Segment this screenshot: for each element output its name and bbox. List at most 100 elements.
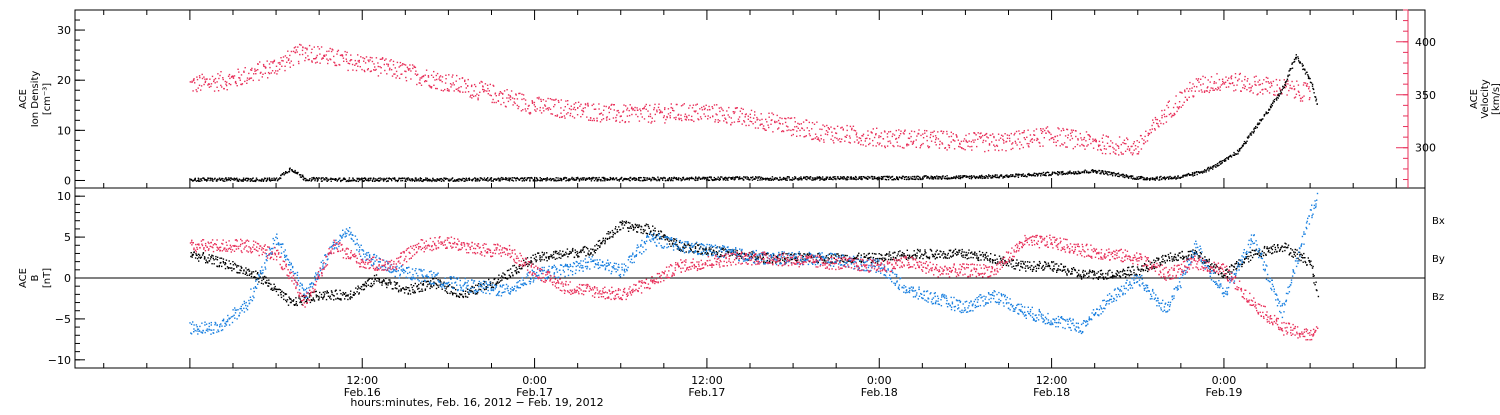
bx-point-78 xyxy=(235,264,236,265)
velocity-point-45 xyxy=(219,75,220,76)
velocity-point-1083 xyxy=(889,140,890,141)
density-point-1167 xyxy=(860,177,861,178)
velocity-point-582 xyxy=(566,113,567,114)
bx-point-572 xyxy=(519,268,520,269)
velocity-point-1101 xyxy=(902,147,903,148)
density-point-92 xyxy=(243,178,244,179)
velocity-point-217 xyxy=(330,59,331,60)
velocity-point-763 xyxy=(684,103,685,104)
density-point-505 xyxy=(479,180,480,181)
velocity-point-153 xyxy=(289,55,290,56)
density-point-1297 xyxy=(935,178,936,179)
density-point-968 xyxy=(746,178,747,179)
bx-point-280 xyxy=(350,296,351,297)
bx-point-54 xyxy=(221,258,222,259)
velocity-point-1188 xyxy=(958,146,959,147)
bx-point-1194 xyxy=(875,253,876,254)
velocity-point-1378 xyxy=(1081,144,1082,145)
velocity-point-400 xyxy=(448,74,449,75)
bx-point-340 xyxy=(386,284,387,285)
bx-point-402 xyxy=(421,289,422,290)
bx-point-224 xyxy=(318,296,319,297)
velocity-point-79 xyxy=(241,74,242,75)
density-point-270 xyxy=(345,179,346,180)
bx-point-680 xyxy=(580,251,581,252)
velocity-point-1047 xyxy=(867,130,868,131)
density-point-1703 xyxy=(1168,178,1169,179)
bx-point-598 xyxy=(534,258,535,259)
bx-point-1128 xyxy=(838,255,839,256)
velocity-point-270 xyxy=(364,58,365,59)
density-point-445 xyxy=(445,179,446,180)
velocity-point-990 xyxy=(830,126,831,127)
velocity-point-118 xyxy=(267,60,268,61)
bx-point-1277 xyxy=(924,253,925,254)
velocity-point-1727 xyxy=(1306,86,1307,87)
velocity-point-1440 xyxy=(1120,152,1121,153)
velocity-point-823 xyxy=(721,108,722,109)
velocity-point-463 xyxy=(490,84,491,85)
density-point-1072 xyxy=(806,176,807,177)
velocity-point-1021 xyxy=(850,137,851,138)
velocity-point-121 xyxy=(269,63,270,64)
velocity-point-1247 xyxy=(995,140,996,141)
velocity-point-735 xyxy=(664,122,665,123)
velocity-point-1660 xyxy=(1262,89,1263,90)
bx-point-1251 xyxy=(909,255,910,256)
velocity-point-1429 xyxy=(1113,148,1114,149)
bx-point-718 xyxy=(603,240,604,241)
density-point-700 xyxy=(592,178,593,179)
velocity-point-1633 xyxy=(1245,86,1246,87)
velocity-point-899 xyxy=(771,112,772,113)
velocity-point-1719 xyxy=(1300,98,1301,99)
bx-point-499 xyxy=(476,293,477,294)
density-point-1137 xyxy=(843,178,844,179)
velocity-point-939 xyxy=(796,126,797,127)
velocity-point-886 xyxy=(763,128,764,129)
velocity-point-1570 xyxy=(1205,77,1206,78)
velocity-point-800 xyxy=(707,109,708,110)
density-point-1121 xyxy=(834,178,835,179)
velocity-point-717 xyxy=(654,107,655,108)
density-point-332 xyxy=(380,179,381,180)
velocity-point-456 xyxy=(484,90,485,91)
velocity-point-380 xyxy=(436,79,437,80)
bx-point-212 xyxy=(312,299,313,300)
bx-point-72 xyxy=(231,270,232,271)
density-point-1807 xyxy=(1228,159,1229,160)
velocity-point-591 xyxy=(572,116,573,117)
bx-point-307 xyxy=(366,286,367,287)
density-point-216 xyxy=(314,178,315,179)
bx-point-429 xyxy=(436,288,437,289)
density-point-1041 xyxy=(788,176,789,177)
velocity-point-193 xyxy=(315,58,316,59)
velocity-point-1669 xyxy=(1269,92,1270,93)
velocity-point-445 xyxy=(478,95,479,96)
velocity-point-1223 xyxy=(980,132,981,133)
velocity-point-806 xyxy=(712,106,713,107)
velocity-point-1284 xyxy=(1019,142,1020,143)
velocity-point-106 xyxy=(258,80,259,81)
velocity-point-693 xyxy=(637,110,638,111)
velocity-point-1568 xyxy=(1204,92,1205,93)
bx-point-602 xyxy=(536,261,537,262)
density-point-1575 xyxy=(1095,170,1096,171)
velocity-point-1011 xyxy=(843,129,844,130)
bx-point-464 xyxy=(456,296,457,297)
bx-point-1168 xyxy=(861,255,862,256)
velocity-point-1241 xyxy=(992,133,993,134)
bx-point-160 xyxy=(281,291,282,292)
velocity-point-1722 xyxy=(1303,84,1304,85)
velocity-point-653 xyxy=(613,117,614,118)
density-point-1210 xyxy=(885,176,886,177)
bx-point-240 xyxy=(328,296,329,297)
velocity-point-513 xyxy=(521,94,522,95)
bx-point-69 xyxy=(230,263,231,264)
density-point-1022 xyxy=(777,178,778,179)
velocity-point-1040 xyxy=(861,135,862,136)
velocity-point-635 xyxy=(600,121,601,122)
velocity-point-300 xyxy=(384,60,385,61)
velocity-point-682 xyxy=(631,108,632,109)
bx-point-133 xyxy=(266,282,267,283)
bx-point-1262 xyxy=(915,255,916,256)
